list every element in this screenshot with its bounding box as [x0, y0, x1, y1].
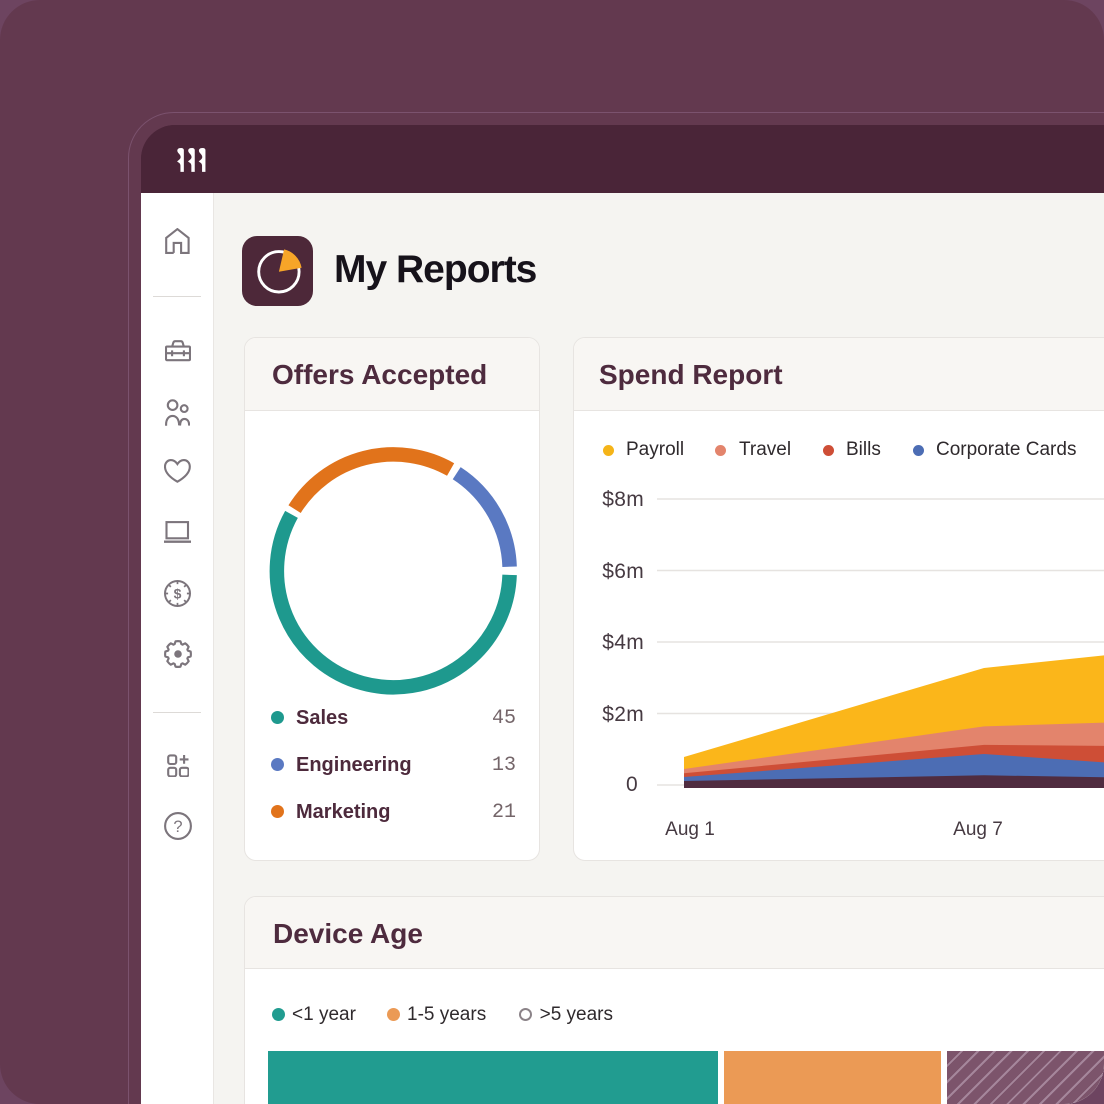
svg-text:?: ? [173, 817, 182, 835]
svg-text:$: $ [174, 585, 182, 601]
